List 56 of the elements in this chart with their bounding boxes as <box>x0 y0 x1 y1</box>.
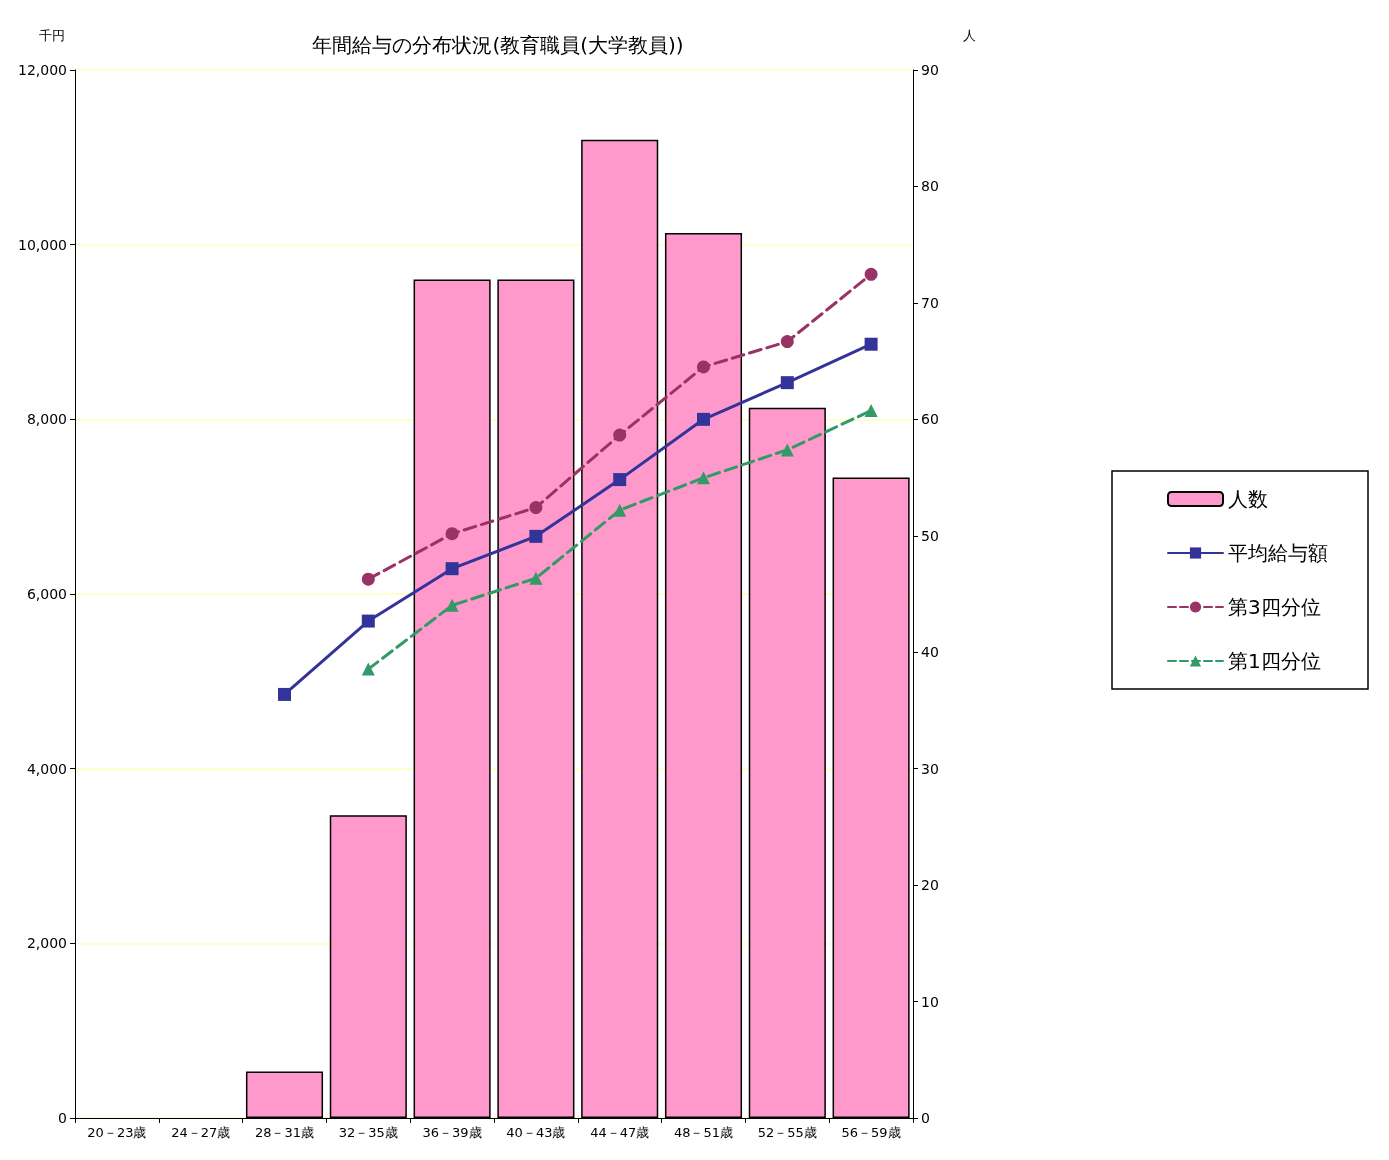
y-tick-label: 8,000 <box>26 411 67 428</box>
y2-tick-label: 30 <box>921 760 939 777</box>
point <box>361 614 375 628</box>
point <box>361 572 375 586</box>
legend-label: 平均給与額 <box>1228 541 1328 565</box>
point <box>864 404 878 418</box>
point <box>697 471 710 485</box>
x-tick-label: 56－59歳 <box>841 1125 901 1140</box>
y2-tick-label: 40 <box>921 644 939 661</box>
legend-label: 第3四分位 <box>1228 595 1321 619</box>
point <box>278 687 291 701</box>
y2-tick-label: 60 <box>921 411 939 428</box>
y-tick-label: 4,000 <box>26 760 67 777</box>
x-tick-label: 52－55歳 <box>757 1125 817 1140</box>
point <box>445 527 459 541</box>
y-tick-label: 12,000 <box>18 62 67 78</box>
x-tick-label: 36－39歳 <box>422 1125 482 1140</box>
legend-label: 人数 <box>1228 487 1268 511</box>
y-tick-label: 2,000 <box>26 935 67 952</box>
y2-tick-label: 0 <box>921 1110 930 1126</box>
point <box>780 376 794 390</box>
y-tick-label: 6,000 <box>26 586 67 602</box>
point <box>529 529 543 543</box>
x-tick-label: 20－23歳 <box>87 1125 147 1140</box>
point <box>445 598 459 612</box>
point <box>613 503 627 517</box>
y-tick-label: 10,000 <box>18 236 67 253</box>
x-tick-label: 24－27歳 <box>171 1125 231 1140</box>
x-tick-label: 40－43歳 <box>506 1125 566 1140</box>
y2-tick-label: 50 <box>921 527 939 544</box>
x-tick-label: 32－35歳 <box>338 1125 398 1140</box>
y2-tick-label: 90 <box>921 62 939 78</box>
point <box>613 428 627 442</box>
point <box>864 267 878 281</box>
legend-label: 第1四分位 <box>1228 649 1321 673</box>
point <box>697 412 710 426</box>
x-tick-label: 44－47歳 <box>590 1125 650 1140</box>
point <box>780 443 794 457</box>
point <box>529 501 543 515</box>
x-tick-label: 48－51歳 <box>673 1125 734 1140</box>
y2-tick-label: 70 <box>921 294 939 311</box>
y-axis-title: 千円 <box>39 28 65 43</box>
point <box>613 473 627 487</box>
y2-tick-label: 20 <box>921 877 939 894</box>
point <box>445 562 459 576</box>
y2-axis-title: 人 <box>963 28 976 43</box>
point <box>864 337 878 351</box>
point <box>529 571 543 585</box>
chart-title: 年間給与の分布状況(教育職員(大学教員)) <box>312 33 684 57</box>
y-tick-label: 0 <box>58 1110 67 1126</box>
point <box>361 662 375 676</box>
point <box>780 335 794 349</box>
point <box>697 360 710 374</box>
y2-tick-label: 80 <box>921 178 939 195</box>
x-tick-label: 28－31歳 <box>254 1125 315 1140</box>
y2-tick-label: 10 <box>921 993 939 1010</box>
